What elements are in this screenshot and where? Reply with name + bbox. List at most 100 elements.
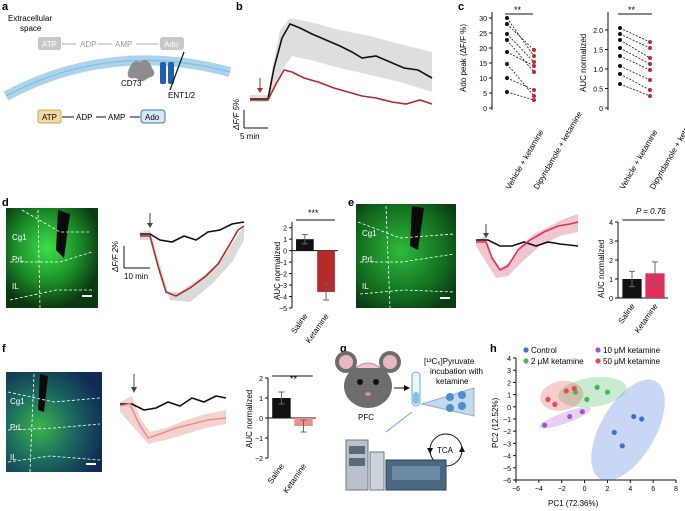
cycle-arrow-icon <box>427 448 433 454</box>
x-category-label: Saline <box>266 462 286 486</box>
dipyridamole-dots <box>532 48 536 102</box>
y-tick-label: 20 <box>479 46 487 53</box>
region-label-prl: PrL <box>362 255 375 264</box>
region-label-cg1: Cg1 <box>10 397 25 406</box>
y-tick-label: −5 <box>279 306 287 313</box>
y-tick-label: 1.5 <box>593 48 603 55</box>
e-bar-y-label: AUC normalized <box>597 240 606 298</box>
legend-entry: 10 μM ketamine <box>603 346 661 355</box>
y-tick-label: 3 <box>609 239 613 246</box>
y-tick-label: 25 <box>479 31 487 38</box>
y-tick-label: 0 <box>283 249 287 256</box>
incubation-label-line2: incubation with <box>430 367 483 376</box>
x-category-label: Saline <box>289 312 309 336</box>
y-tick-label: −1 <box>255 436 263 443</box>
y-tick-label: 10 <box>479 76 487 83</box>
data-point <box>545 396 551 403</box>
y-tick-label: 2 <box>609 258 613 265</box>
fiber-track <box>38 374 48 412</box>
data-point <box>584 396 590 403</box>
y-tick-label: 4 <box>609 220 613 227</box>
x-category-label: Saline <box>617 302 637 326</box>
y-axis-label: AUC normalized <box>579 34 588 92</box>
region-label-il: IL <box>10 453 17 462</box>
region-label-cg1: Cg1 <box>12 233 27 242</box>
cell-membrane <box>3 55 232 101</box>
region-outlines <box>9 209 93 309</box>
data-point <box>579 409 585 415</box>
y-tick-label: 2.0 <box>593 28 603 35</box>
legend-entry: Control <box>531 346 557 355</box>
amp-intra-label: AMP <box>108 113 125 122</box>
y-tick-label: 1 <box>283 237 287 244</box>
cycle-arrow-icon <box>459 446 465 452</box>
ado-intra-box <box>140 109 166 124</box>
vehicle-dots <box>618 26 622 86</box>
panel-label: c <box>458 1 464 13</box>
bar <box>272 398 291 418</box>
data-point <box>541 422 548 428</box>
legend-entry: 2 μM ketamine <box>531 357 584 366</box>
y-tick-label: −6 <box>503 478 511 485</box>
y-tick-label: 2 <box>283 226 287 233</box>
pfc-label: PFC <box>358 413 374 422</box>
panel-b: b ΔF/F 5% 5 min <box>232 1 433 141</box>
x-tick-label: −4 <box>535 486 543 493</box>
legend-entry: 50 μM ketamine <box>603 357 661 366</box>
x-category-label: Dipyridamole + ketamine <box>532 110 584 191</box>
data-point <box>604 389 611 395</box>
injection-arrow-head-icon <box>257 88 263 93</box>
d-sig-label: *** <box>308 208 319 218</box>
y-tick-label: 0 <box>609 296 613 303</box>
ado-extra-label: Ado <box>164 40 179 49</box>
y-tick-label: −4 <box>503 454 511 461</box>
y-tick-label: 0 <box>599 106 603 113</box>
space-label-line2: space <box>20 24 42 33</box>
y-tick-label: 2 <box>259 376 263 383</box>
panel-label: h <box>490 343 497 355</box>
x-tick-label: −2 <box>558 486 566 493</box>
confidence-ellipse <box>591 379 665 481</box>
tca-label: TCA <box>437 446 454 455</box>
dipyridamole-dots <box>648 40 652 98</box>
x-axis-label: PC1 (72.36%) <box>548 499 599 508</box>
bar <box>296 239 314 251</box>
y-tick-label: 5 <box>483 91 487 98</box>
legend-swatch <box>595 358 601 364</box>
data-point <box>571 385 577 392</box>
f-bar-y-label: AUC normalized <box>245 390 254 448</box>
y-tick-label: 1 <box>609 277 613 284</box>
brain-slice-image <box>356 204 456 308</box>
saline-trace <box>140 221 245 243</box>
saline-trace <box>120 395 227 411</box>
y-tick-label: 0 <box>507 405 511 412</box>
x-tick-label: 2 <box>605 486 609 493</box>
y-tick-label: 30 <box>479 16 487 23</box>
panel-g: g PFC [¹³C₆]Pyruvate incubation with ket… <box>335 343 483 491</box>
data-point <box>567 413 573 420</box>
region-outlines <box>357 205 455 309</box>
data-point <box>611 429 617 436</box>
y-tick-label: −1 <box>503 417 511 424</box>
ketamine-trace <box>250 69 433 105</box>
space-label-line1: Extracellular <box>8 14 52 23</box>
region-outlines <box>7 373 101 473</box>
confidence-ellipse <box>539 407 591 429</box>
mouse-icon <box>335 351 401 408</box>
panel-d: d Cg1 PrL IL ΔF/F 2% 10 min 2 1 0 −1 −2 −3 −4 −… <box>2 197 338 345</box>
paired-lines <box>506 17 535 101</box>
y-tick-label: 1 <box>507 393 511 400</box>
incubation-label-line1: [¹³C₆]Pyruvate <box>424 357 475 366</box>
lcms-instrument-icon <box>345 439 447 491</box>
injection-arrow-head-icon <box>147 223 153 228</box>
paired-lines <box>619 27 651 97</box>
y-tick-label: −5 <box>503 466 511 473</box>
bar <box>622 279 642 298</box>
y-tick-label: −3 <box>279 283 287 290</box>
trace-sem-band <box>476 214 578 278</box>
